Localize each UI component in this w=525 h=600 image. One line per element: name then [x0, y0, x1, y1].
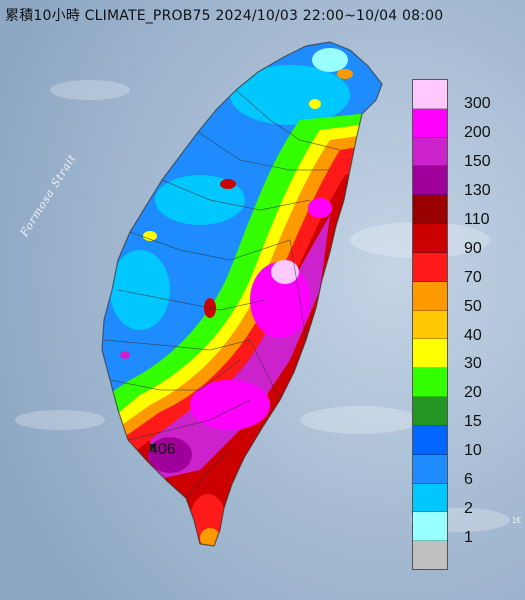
corner-text: 1€	[512, 516, 521, 525]
legend-swatch	[413, 483, 447, 513]
legend-labels: 300 200 150 130 110 90 70 50 40 30 20 15 10 6 2 1	[462, 79, 522, 570]
legend-swatch	[413, 252, 447, 282]
legend-label: 10	[464, 442, 482, 460]
legend-label: 30	[464, 355, 482, 373]
legend-label: 150	[464, 153, 491, 171]
legend-label: 40	[464, 326, 482, 344]
legend-swatch	[413, 339, 447, 369]
legend-label: 110	[464, 210, 490, 228]
legend-swatch	[413, 454, 447, 484]
legend-swatch	[413, 512, 447, 542]
legend-swatch	[413, 397, 447, 426]
legend-swatch	[413, 368, 447, 398]
legend-swatch	[413, 137, 447, 167]
legend-swatch	[413, 80, 447, 109]
legend-label: 50	[464, 297, 482, 315]
legend-label: 90	[464, 239, 482, 257]
station-marker	[150, 444, 155, 449]
legend-swatch	[413, 195, 447, 225]
legend-swatch	[413, 108, 447, 138]
legend-label: 20	[464, 384, 482, 402]
legend-swatch	[413, 425, 447, 455]
legend-swatch	[413, 281, 447, 311]
county-borders	[101, 41, 383, 547]
legend-label: 2	[464, 499, 473, 517]
color-legend	[412, 79, 448, 570]
legend-swatch	[413, 541, 447, 570]
legend-label: 300	[464, 95, 491, 113]
legend-label: 6	[464, 470, 473, 488]
legend-label: 70	[464, 268, 482, 286]
legend-label: 130	[464, 182, 491, 200]
legend-label: 1	[464, 528, 473, 546]
legend-label: 15	[464, 413, 482, 431]
legend-swatch	[413, 310, 447, 340]
legend-label: 200	[464, 124, 491, 142]
map-title: 累積10小時 CLIMATE_PROB75 2024/10/03 22:00~1…	[5, 8, 444, 24]
legend-swatch	[413, 224, 447, 253]
legend-swatch	[413, 166, 447, 196]
station-value: 406	[149, 441, 176, 458]
